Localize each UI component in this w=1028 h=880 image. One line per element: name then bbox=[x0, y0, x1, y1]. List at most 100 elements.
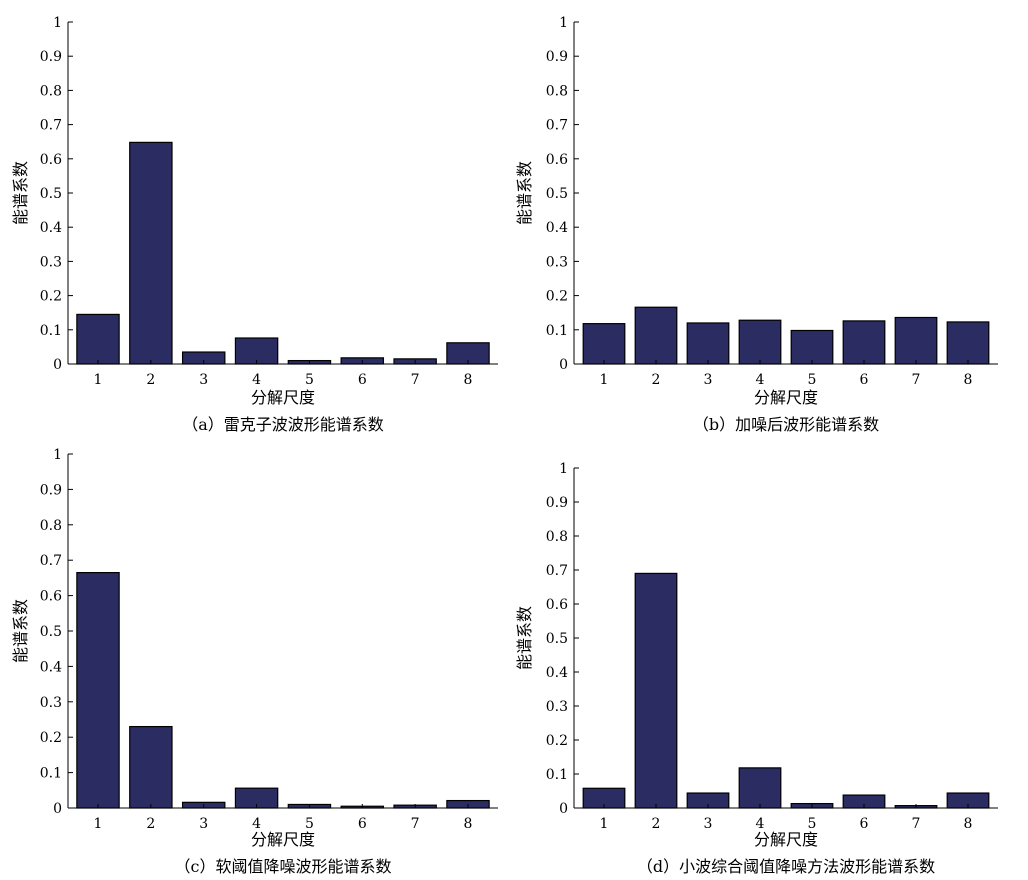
x-axis-label: 分解尺度 bbox=[754, 388, 818, 407]
x-tick-label: 4 bbox=[756, 372, 765, 388]
x-axis-label: 分解尺度 bbox=[251, 830, 315, 849]
y-tick-label: 0.7 bbox=[546, 563, 568, 579]
bar-7 bbox=[894, 316, 938, 365]
y-tick-label: 0.7 bbox=[40, 553, 62, 569]
x-tick-label: 2 bbox=[652, 372, 661, 388]
y-tick-label: 0.4 bbox=[40, 659, 62, 675]
y-tick-label: 0.1 bbox=[40, 323, 62, 339]
y-tick-label: 0.9 bbox=[40, 49, 62, 65]
x-tick-label: 1 bbox=[94, 372, 103, 388]
x-tick-label: 6 bbox=[358, 816, 367, 832]
x-tick-label: 5 bbox=[305, 816, 314, 832]
y-axis-label: 能谱系数 bbox=[515, 606, 534, 670]
y-tick-label: 0.5 bbox=[40, 624, 62, 640]
y-tick-label: 0.1 bbox=[546, 323, 568, 339]
y-tick-label: 0.4 bbox=[40, 220, 62, 236]
x-tick-label: 8 bbox=[964, 816, 973, 832]
y-tick-label: 0.9 bbox=[546, 49, 568, 65]
x-axis-label: 分解尺度 bbox=[251, 388, 315, 407]
y-tick-label: 0.2 bbox=[546, 733, 568, 749]
x-tick-label: 1 bbox=[600, 816, 609, 832]
x-tick-label: 7 bbox=[912, 372, 921, 388]
y-tick-label: 0.4 bbox=[546, 220, 568, 236]
panel-caption: （b）加噪后波形能谱系数 bbox=[693, 415, 879, 434]
y-tick-label: 0 bbox=[53, 357, 62, 373]
y-tick-label: 1 bbox=[53, 447, 62, 463]
x-tick-label: 4 bbox=[252, 372, 261, 388]
y-tick-label: 0.9 bbox=[40, 482, 62, 498]
y-tick-label: 0 bbox=[559, 801, 568, 817]
panel-caption: （a）雷克子波波形能谱系数 bbox=[182, 415, 384, 434]
chart-panel-d: 0 0.1 0.2 0.3 0.4 0.5 0.6 0.7 0.8 0.9 1 1 2 3 4 5 6 7 8 分解尺… bbox=[515, 461, 998, 876]
y-tick-label: 0.5 bbox=[546, 186, 568, 202]
bar-3 bbox=[686, 322, 730, 365]
x-tick-label: 8 bbox=[464, 372, 473, 388]
y-tick-label: 0.7 bbox=[40, 118, 62, 134]
x-tick-label: 5 bbox=[808, 372, 817, 388]
y-tick-label: 0.3 bbox=[546, 254, 568, 270]
y-tick-label: 0.1 bbox=[546, 767, 568, 783]
x-tick-label: 1 bbox=[600, 372, 609, 388]
x-tick-label: 3 bbox=[704, 372, 713, 388]
chart-panel-a: 0 0.1 0.2 0.3 0.4 0.5 0.6 0.7 0.8 0.9 1 1 2 3 4 5 6 7 8 分解尺… bbox=[11, 15, 498, 434]
bar-6 bbox=[842, 320, 886, 365]
y-tick-label: 0.3 bbox=[40, 695, 62, 711]
y-axis-label: 能谱系数 bbox=[515, 161, 534, 225]
bar-2 bbox=[129, 141, 173, 365]
y-tick-label: 0.6 bbox=[40, 589, 62, 605]
y-tick-label: 0.5 bbox=[40, 186, 62, 202]
bar-8 bbox=[946, 321, 990, 365]
bar-5 bbox=[790, 329, 834, 365]
y-tick-label: 0.4 bbox=[546, 665, 568, 681]
y-tick-label: 0.3 bbox=[546, 699, 568, 715]
x-tick-label: 7 bbox=[411, 816, 420, 832]
y-tick-label: 0 bbox=[559, 357, 568, 373]
y-tick-label: 1 bbox=[53, 15, 62, 31]
y-tick-label: 0.7 bbox=[546, 118, 568, 134]
x-tick-label: 2 bbox=[652, 816, 661, 832]
bar-4 bbox=[738, 767, 782, 809]
x-tick-label: 4 bbox=[252, 816, 261, 832]
x-tick-label: 2 bbox=[146, 816, 155, 832]
x-tick-label: 6 bbox=[358, 372, 367, 388]
y-tick-label: 0.9 bbox=[546, 495, 568, 511]
chart-panel-c: 0 0.1 0.2 0.3 0.4 0.5 0.6 0.7 0.8 0.9 1 1 2 3 4 5 6 7 8 分解尺… bbox=[11, 447, 498, 876]
y-tick-label: 1 bbox=[559, 15, 568, 31]
panel-caption: （d）小波综合阈值降噪方法波形能谱系数 bbox=[637, 857, 935, 876]
x-tick-label: 8 bbox=[464, 816, 473, 832]
bar-2 bbox=[129, 725, 173, 809]
y-tick-label: 0 bbox=[53, 801, 62, 817]
y-tick-label: 0.6 bbox=[40, 152, 62, 168]
bar-1 bbox=[582, 323, 626, 365]
x-tick-label: 6 bbox=[860, 372, 869, 388]
y-tick-label: 0.2 bbox=[40, 289, 62, 305]
y-tick-label: 0.3 bbox=[40, 254, 62, 270]
chart-panel-b: 0 0.1 0.2 0.3 0.4 0.5 0.6 0.7 0.8 0.9 1 1 2 3 4 5 6 7 8 分解尺… bbox=[515, 15, 998, 434]
panel-caption: （c）软阈值降噪波形能谱系数 bbox=[175, 857, 392, 876]
x-axis-label: 分解尺度 bbox=[754, 830, 818, 849]
y-tick-label: 0.8 bbox=[40, 518, 62, 534]
y-tick-label: 1 bbox=[559, 461, 568, 477]
y-tick-label: 0.8 bbox=[40, 83, 62, 99]
bar-4 bbox=[738, 319, 782, 365]
y-tick-label: 0.6 bbox=[546, 597, 568, 613]
x-tick-label: 6 bbox=[860, 816, 869, 832]
y-tick-label: 0.2 bbox=[40, 730, 62, 746]
bar-1 bbox=[76, 571, 120, 809]
x-tick-label: 7 bbox=[411, 372, 420, 388]
x-tick-label: 3 bbox=[199, 372, 208, 388]
bar-2 bbox=[634, 572, 678, 809]
x-tick-label: 3 bbox=[704, 816, 713, 832]
x-tick-label: 8 bbox=[964, 372, 973, 388]
y-axis-label: 能谱系数 bbox=[11, 161, 30, 225]
x-tick-label: 7 bbox=[912, 816, 921, 832]
y-axis-label: 能谱系数 bbox=[11, 599, 30, 663]
y-tick-label: 0.6 bbox=[546, 152, 568, 168]
y-tick-label: 0.8 bbox=[546, 83, 568, 99]
bar-2 bbox=[634, 306, 678, 365]
y-tick-label: 0.1 bbox=[40, 766, 62, 782]
y-tick-label: 0.5 bbox=[546, 631, 568, 647]
x-tick-label: 3 bbox=[199, 816, 208, 832]
x-tick-label: 4 bbox=[756, 816, 765, 832]
